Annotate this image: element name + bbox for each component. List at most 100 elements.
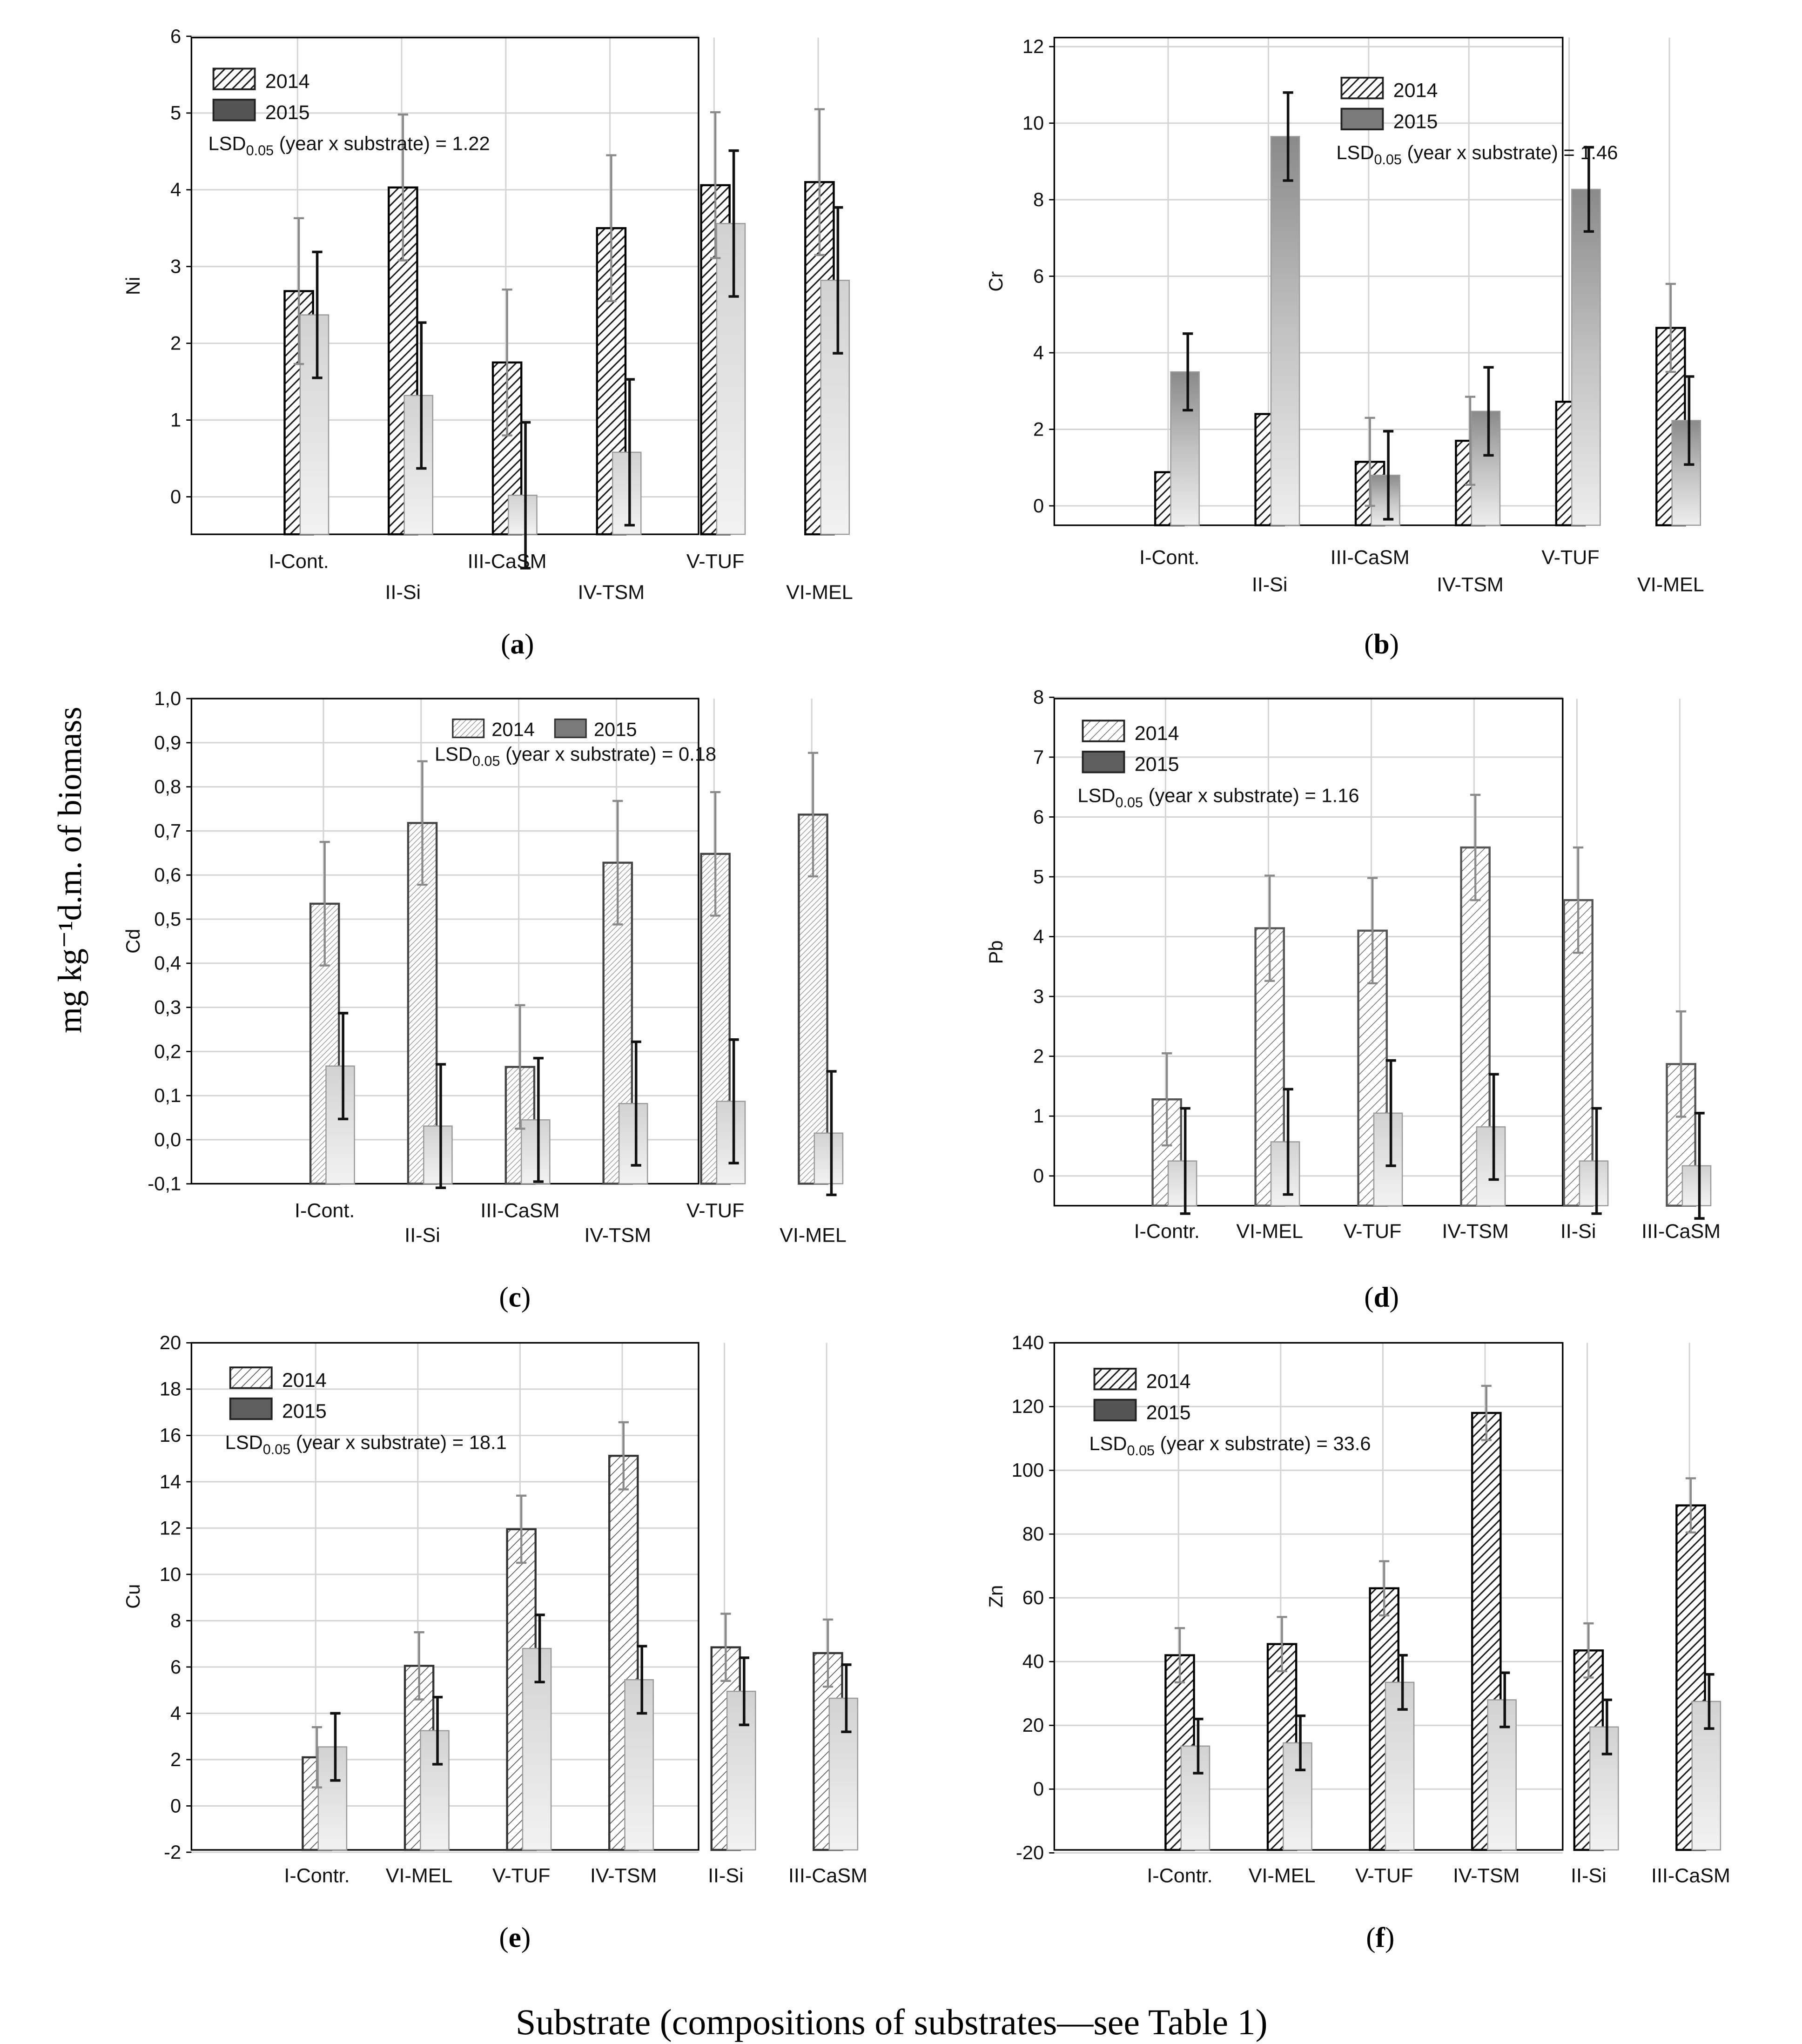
lsd-annotation: LSD0.05 (year x substrate) = 18.1 <box>225 1431 507 1457</box>
y-tick-label: 40 <box>1022 1650 1044 1672</box>
category-label: IV-TSM <box>578 581 645 604</box>
y-tick-label: 5 <box>1033 866 1044 888</box>
bar-2015 <box>1571 188 1601 526</box>
y-tick-label: 20 <box>160 1331 181 1353</box>
legend-swatch-2015 <box>229 1397 273 1420</box>
legend-swatch-2015 <box>554 718 587 739</box>
category-label: V-TUF <box>1355 1864 1413 1887</box>
legend: 2014 2015 LSD0.05 (year x substrate) = 1.1… <box>1077 719 1359 811</box>
y-tick-label: 80 <box>1022 1523 1044 1545</box>
category-label: I-Contr. <box>1147 1864 1212 1887</box>
bar-2015 <box>1385 1681 1415 1851</box>
category-label: V-TUF <box>686 1200 744 1222</box>
y-tick-label: 100 <box>1012 1459 1044 1481</box>
category-label: II-Si <box>708 1864 744 1887</box>
panel-caption: (c) <box>499 1282 531 1313</box>
y-tick-label: 6 <box>1033 806 1044 827</box>
y-tick-label: 0 <box>170 485 181 507</box>
bar-2015 <box>612 451 642 535</box>
y-tick-label: 12 <box>160 1517 181 1539</box>
y-tick-label: 120 <box>1012 1395 1044 1417</box>
bar-2015 <box>716 223 746 535</box>
legend-label-2015: 2015 <box>1146 1401 1191 1424</box>
y-axis-title: Cu <box>122 1584 144 1608</box>
y-tick-label: 8 <box>1033 188 1044 210</box>
y-tick-label: 0,6 <box>154 864 181 886</box>
category-label: V-TUF <box>492 1864 550 1887</box>
y-tick-label: 5 <box>170 102 181 124</box>
bars <box>1164 1385 1721 1851</box>
bar-2015 <box>1589 1726 1619 1851</box>
chart-panel-5: -20 0 20 40 60 80 100 120 140 Zn I-Contr. VI-MEL V-T… <box>985 1331 1730 1953</box>
bar-2015 <box>1373 1112 1403 1206</box>
category-label: IV-TSM <box>1442 1220 1509 1243</box>
bar-2015 <box>1167 1160 1197 1206</box>
y-tick-label: 6 <box>1033 265 1044 287</box>
bar-2015 <box>1471 410 1501 526</box>
legend-swatch-2014 <box>229 1366 273 1389</box>
bar-2015 <box>299 314 329 535</box>
bar-2015 <box>624 1679 654 1851</box>
bar-2015 <box>1170 371 1200 526</box>
bar-2015 <box>1270 136 1300 526</box>
category-label: I-Cont. <box>269 550 329 572</box>
bar-2015 <box>1270 1141 1300 1206</box>
y-tick-label: 60 <box>1022 1587 1044 1608</box>
legend-label-2014: 2014 <box>491 719 535 740</box>
chart-panel-4: -2 0 2 4 6 8 10 12 14 16 18 20 Cu I-Contr. VI-MEL V-TUF… <box>122 1331 867 1953</box>
bar-2015 <box>403 395 434 535</box>
bar-2015 <box>1579 1160 1609 1206</box>
y-tick-label: 0,1 <box>154 1084 181 1106</box>
legend: 2014 2015 LSD0.05 (year x substrate) = 33.… <box>1089 1367 1371 1459</box>
lsd-annotation: LSD0.05 (year x substrate) = 0.18 <box>435 743 716 769</box>
bar-2015 <box>423 1125 453 1184</box>
legend-label-2015: 2015 <box>1393 110 1438 133</box>
panel-caption: (f) <box>1366 1922 1394 1953</box>
y-tick-label: 0,9 <box>154 732 181 753</box>
y-tick-label: 4 <box>1033 925 1044 947</box>
bar-2015 <box>1476 1126 1506 1206</box>
y-axis-title: Cr <box>985 271 1007 292</box>
bar-2015 <box>1180 1745 1210 1851</box>
bar-2015 <box>716 1101 746 1184</box>
y-tick-label: 3 <box>170 256 181 277</box>
chart-panel-0: 0 1 2 3 4 5 6 Ni I-Cont. II-Si III-CaSM IV-TSM V-TUF… <box>122 25 853 660</box>
bar-2015 <box>1487 1699 1517 1851</box>
y-tick-label: 0 <box>1033 1778 1044 1800</box>
bar-2015 <box>317 1746 348 1851</box>
bar-2015 <box>1681 1165 1712 1206</box>
legend-swatch-2015 <box>1093 1399 1137 1422</box>
category-label: III-CaSM <box>788 1864 867 1887</box>
category-label: III-CaSM <box>480 1200 559 1222</box>
bar-2015 <box>520 1119 551 1184</box>
bar-2015 <box>618 1103 648 1184</box>
bars <box>1154 91 1701 526</box>
y-tick-label: 0,0 <box>154 1129 181 1150</box>
y-tick-label: 12 <box>1022 35 1044 57</box>
y-tick-label: -0,1 <box>148 1173 181 1195</box>
bars <box>283 108 850 570</box>
panel-caption: (e) <box>499 1922 531 1953</box>
y-tick-label: 7 <box>1033 746 1044 768</box>
y-tick-label: 4 <box>1033 342 1044 363</box>
panel-caption: (a) <box>501 629 534 660</box>
category-label: II-Si <box>1252 573 1288 596</box>
panel-caption: (b) <box>1364 629 1399 660</box>
y-tick-label: 1 <box>1033 1105 1044 1127</box>
category-label: VI-MEL <box>780 1224 847 1247</box>
y-tick-label: -2 <box>164 1841 181 1863</box>
y-tick-label: 2 <box>170 332 181 354</box>
legend: 2014 2015 LSD0.05 (year x substrate) = 1.2… <box>208 67 490 159</box>
chart-panel-3: 0 1 2 3 4 5 6 7 8 Pb I-Contr. VI-MEL V-TUF IV-TSM II-S… <box>985 686 1721 1313</box>
y-axis-title: Zn <box>985 1585 1007 1608</box>
y-tick-label: 3 <box>1033 985 1044 1007</box>
y-tick-label: 10 <box>160 1563 181 1585</box>
lsd-annotation: LSD0.05 (year x substrate) = 1.46 <box>1336 141 1618 168</box>
lsd-annotation: LSD0.05 (year x substrate) = 1.22 <box>208 133 490 159</box>
y-tick-label: 2 <box>1033 418 1044 440</box>
category-label: IV-TSM <box>584 1224 651 1247</box>
y-tick-label: 10 <box>1022 112 1044 134</box>
bar-2015 <box>1371 474 1400 526</box>
bar-2015 <box>820 280 850 535</box>
